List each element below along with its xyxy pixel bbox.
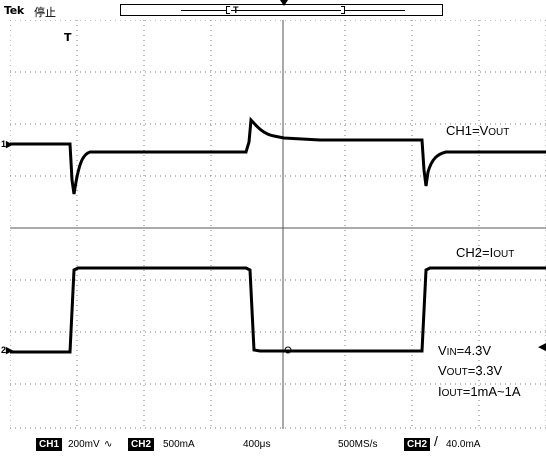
acquisition-status: 停止 bbox=[34, 7, 56, 19]
ch1-label: CH1=VOUT bbox=[446, 123, 509, 138]
vout-label-text: V bbox=[438, 363, 447, 378]
ch1-vout-trace bbox=[10, 116, 546, 195]
ch1-scale: 200mV bbox=[68, 439, 100, 450]
ch2-iout-trace bbox=[10, 266, 546, 354]
ch2-label: CH2=IOUT bbox=[456, 245, 514, 260]
ch2-label-text: CH2=I bbox=[456, 245, 494, 260]
iout-label-text: I bbox=[438, 384, 442, 399]
ch2-ground-marker[interactable]: 2▶ bbox=[1, 345, 13, 355]
iout-label-subscript: OUT bbox=[441, 388, 463, 399]
ch1-label-text: CH1=V bbox=[446, 123, 489, 138]
vin-label-text: V bbox=[438, 343, 447, 358]
ch2-scale: 500mA bbox=[163, 439, 195, 450]
center-crosshair bbox=[10, 20, 546, 429]
record-line-right bbox=[345, 10, 405, 11]
record-bracket-right bbox=[341, 6, 345, 14]
vin-label-subscript: IN bbox=[446, 347, 457, 358]
vout-label-value: =3.3V bbox=[467, 363, 503, 378]
scope-graticule bbox=[10, 20, 546, 429]
ch2-chip[interactable]: CH2 bbox=[128, 438, 155, 451]
record-line-left bbox=[181, 10, 226, 11]
vout-label-subscript: OUT bbox=[446, 367, 468, 378]
trigger-position-icon[interactable] bbox=[280, 0, 288, 6]
iout-label: IOUT=1mA~1A bbox=[438, 384, 521, 399]
vin-label-value: =4.3V bbox=[456, 343, 492, 358]
trigger-slope-icon: / bbox=[434, 433, 438, 449]
ch1-ground-marker[interactable]: 1▶ bbox=[1, 139, 13, 149]
iout-label-value: =1mA~1A bbox=[462, 384, 521, 399]
record-line-window bbox=[231, 10, 341, 11]
top-status-bar: Tek 停止 T bbox=[0, 0, 546, 26]
ch1-chip[interactable]: CH1 bbox=[36, 438, 63, 451]
ch2-trace-dot bbox=[284, 346, 292, 354]
bottom-settings-bar: CH1 200mV ∿ CH2 500mA 400μs 500MS/s CH2 … bbox=[0, 433, 546, 457]
vout-label: VOUT=3.3V bbox=[438, 363, 502, 378]
ch1-label-subscript: OUT bbox=[488, 127, 510, 138]
trigger-label: T bbox=[64, 31, 72, 44]
ch2-label-subscript: OUT bbox=[493, 249, 515, 260]
sample-rate: 500MS/s bbox=[338, 439, 378, 450]
grid bbox=[10, 20, 546, 429]
timebase[interactable]: 400μs bbox=[243, 439, 271, 450]
record-trigger-marker: T bbox=[233, 5, 239, 15]
brand-logo: Tek bbox=[4, 4, 24, 17]
trigger-level-arrow[interactable]: ◀ bbox=[538, 341, 546, 353]
record-bracket-left bbox=[226, 6, 230, 14]
ch1-coupling-icon: ∿ bbox=[104, 439, 113, 450]
trigger-level[interactable]: 40.0mA bbox=[446, 439, 481, 450]
trigger-source-chip[interactable]: CH2 bbox=[404, 438, 431, 451]
vin-label: VIN=4.3V bbox=[438, 343, 491, 358]
